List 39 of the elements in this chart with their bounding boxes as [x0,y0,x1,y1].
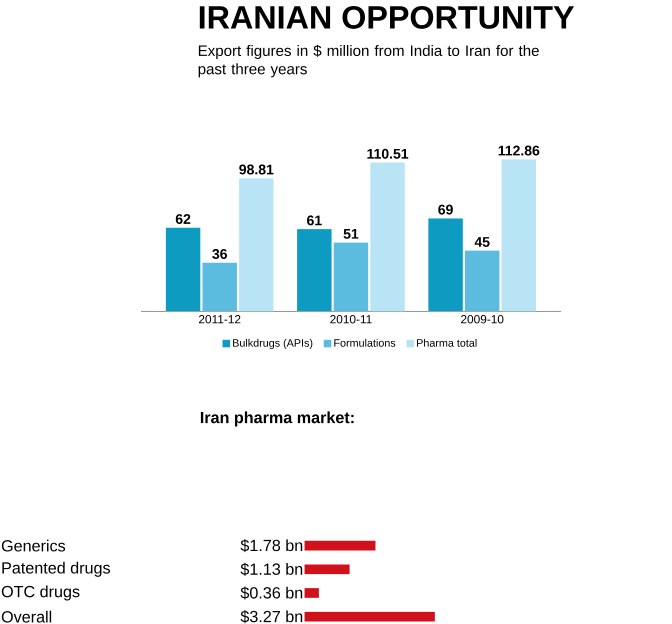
data-label: 69 [438,204,453,214]
data-label: 51 [344,228,358,239]
data-label: $3.27 bn [240,610,302,624]
legend-label: Formulations [334,338,396,347]
y-tick-label: OTC drugs [2,585,80,600]
chart-subtitle: Export figures in $ million from India to Iran for the past three years [198,44,539,78]
data-label: 45 [474,236,490,247]
bar [370,162,405,312]
data-label: 98.81 [239,164,274,174]
chart-title: Iran pharma market: [200,411,354,426]
y-tick-label: Generics [2,540,66,552]
y-tick-label: Patented drugs [2,562,110,577]
data-label: 61 [307,215,322,226]
data-label: 62 [176,214,190,224]
bar [464,250,500,312]
data-label: $1.78 bn [240,538,302,552]
bar [304,540,376,550]
x-tick-label: 2010-11 [330,314,372,324]
bar [166,228,200,312]
bar [304,588,319,598]
legend-label: Pharma total [417,338,476,347]
bar [428,218,463,312]
x-tick-label: 2009-10 [461,314,504,324]
data-label: 36 [212,248,227,259]
data-label: $0.36 bn [240,586,302,600]
bar [304,564,350,574]
bar [297,229,332,312]
bar [304,612,435,622]
y-tick-label: Overall [2,610,52,622]
legend-label: Bulkdrugs (APIs) [233,338,312,349]
data-label: $1.13 bn [240,562,302,576]
data-label: 112.86 [498,145,540,156]
bar [239,178,274,312]
bar [202,262,237,312]
bar [334,242,368,312]
chart-title: IRANIAN OPPORTUNITY [200,6,574,29]
data-label: 110.51 [367,148,408,159]
x-tick-label: 2011-12 [198,314,240,324]
bar [502,159,536,312]
